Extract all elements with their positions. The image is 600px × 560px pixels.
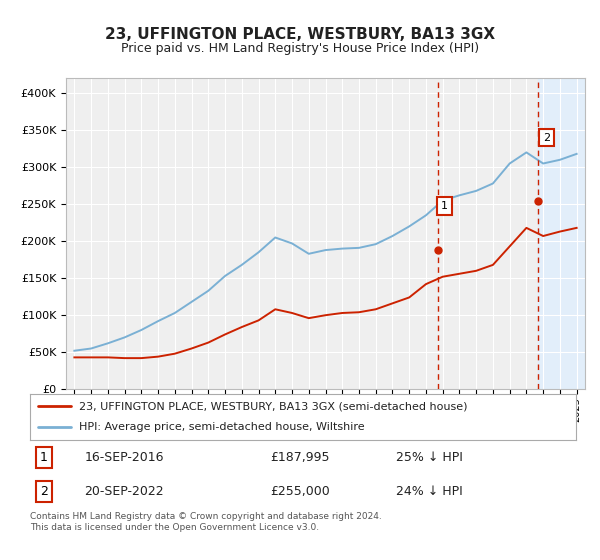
Text: Price paid vs. HM Land Registry's House Price Index (HPI): Price paid vs. HM Land Registry's House … xyxy=(121,42,479,55)
Text: £255,000: £255,000 xyxy=(270,485,330,498)
Text: HPI: Average price, semi-detached house, Wiltshire: HPI: Average price, semi-detached house,… xyxy=(79,422,365,432)
Text: Contains HM Land Registry data © Crown copyright and database right 2024.
This d: Contains HM Land Registry data © Crown c… xyxy=(30,512,382,532)
Text: 2: 2 xyxy=(40,485,47,498)
Text: 16-SEP-2016: 16-SEP-2016 xyxy=(85,451,164,464)
Text: 23, UFFINGTON PLACE, WESTBURY, BA13 3GX (semi-detached house): 23, UFFINGTON PLACE, WESTBURY, BA13 3GX … xyxy=(79,401,467,411)
Text: 1: 1 xyxy=(441,200,448,211)
Text: £187,995: £187,995 xyxy=(270,451,330,464)
Text: 25% ↓ HPI: 25% ↓ HPI xyxy=(396,451,463,464)
Text: 20-SEP-2022: 20-SEP-2022 xyxy=(85,485,164,498)
Text: 2: 2 xyxy=(543,133,550,143)
Text: 1: 1 xyxy=(40,451,47,464)
Text: 23, UFFINGTON PLACE, WESTBURY, BA13 3GX: 23, UFFINGTON PLACE, WESTBURY, BA13 3GX xyxy=(105,27,495,42)
Text: 24% ↓ HPI: 24% ↓ HPI xyxy=(396,485,463,498)
Bar xyxy=(538,78,585,389)
